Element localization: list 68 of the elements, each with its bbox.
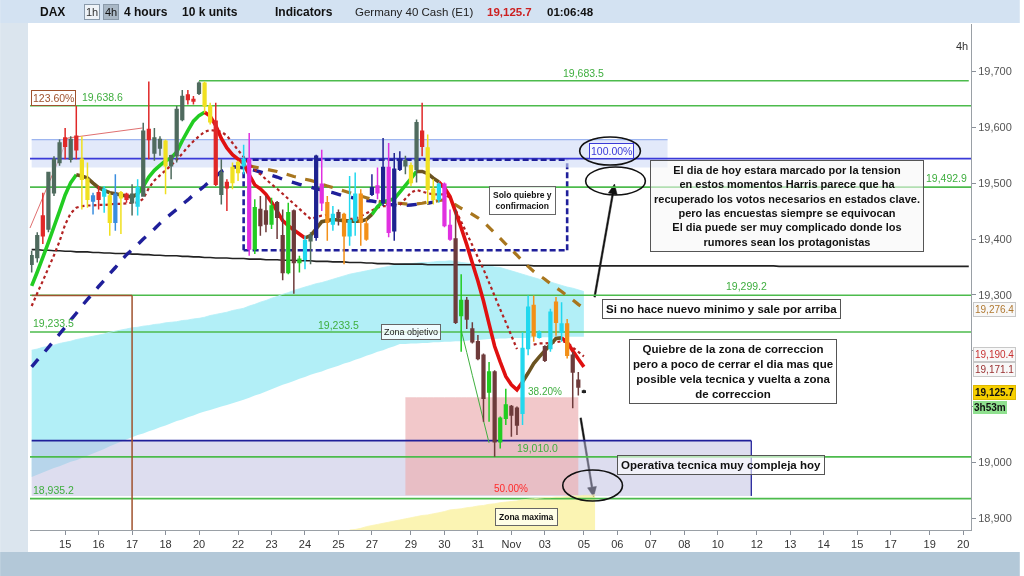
y-tick-label: 19,700: [978, 65, 1012, 78]
text: Germany 40 Cash (E1): [355, 6, 474, 18]
text: 3h53m: [974, 402, 1006, 413]
x-tick-label: 05: [577, 538, 591, 551]
annotation: 19,233.5: [33, 317, 75, 329]
y-tick-label: 19,400: [978, 232, 1012, 245]
text: 19,190.4: [975, 349, 1015, 360]
annotation: Operativa tecnica muy compleja hoy: [621, 459, 822, 471]
x-tick-label: 25: [332, 538, 345, 551]
annotation: 123.60%: [33, 92, 75, 104]
annotation: 100.00%: [591, 145, 633, 157]
x-tick-label: 30: [438, 538, 451, 551]
text: 1h: [86, 6, 99, 18]
x-tick-label: 14: [817, 538, 830, 551]
x-tick-label: 20: [192, 538, 206, 551]
x-tick-label: 08: [678, 538, 691, 551]
text: 19,125.7: [975, 387, 1015, 398]
annotation: Solo quiebre y confirmacion: [493, 190, 552, 212]
x-tick-label: 06: [611, 538, 624, 551]
x-tick-label: 31: [471, 538, 485, 551]
y-tick-label: 19,000: [978, 456, 1012, 469]
x-tick-label: 23: [265, 538, 278, 551]
ref-line-label: 19,299.2: [726, 280, 768, 292]
y-tick-label: 19,500: [978, 177, 1012, 190]
annotation: Zona objetivo: [384, 327, 439, 337]
x-tick-label: 13: [784, 538, 797, 551]
ref-line-label: 19,233.5: [318, 319, 360, 331]
x-tick-label: 22: [231, 538, 245, 551]
y-tick-label: 19,600: [978, 121, 1012, 134]
y-tick-label: 18,900: [978, 512, 1012, 525]
text: 10 k units: [182, 5, 238, 19]
text: 4 hours: [124, 5, 168, 19]
text: 4h: [105, 6, 118, 18]
x-tick-label: 19: [923, 538, 936, 551]
x-tick-label: 07: [644, 538, 657, 551]
x-tick-label: 15: [59, 538, 72, 551]
annotation: 38.20%: [528, 386, 563, 397]
annotation: Zona maxima: [499, 512, 554, 522]
text: 19,276.4: [975, 304, 1015, 315]
annotation: 50.00%: [494, 483, 529, 494]
x-tick-label: 15: [851, 538, 864, 551]
annotation: Quiebre de la zona de correccion pero a poco de cerrar el dia mas que posible vela tecnica y vuelta a zona de correccion: [633, 343, 834, 400]
annotation: El dia de hoy estara marcado por la tension en estos momentos Harris parece que ha recuperado los votos necesarios en estados clave. pero las encuestas siempre se equivocan El dia puede ser muy complicado donde los rumores sean los protagonistas: [654, 164, 920, 248]
x-tick-label: 24: [298, 538, 312, 551]
annotation: 19,683.5: [563, 67, 605, 79]
text: 01:06:48: [547, 6, 594, 18]
x-tick-label: 29: [404, 538, 418, 551]
text: Indicators: [275, 5, 333, 19]
x-tick-label: 12: [750, 538, 763, 551]
x-tick-label: 03: [538, 538, 551, 551]
text: 19,171.1: [975, 364, 1015, 375]
x-tick-label: 17: [884, 538, 897, 551]
x-tick-label: Nov: [501, 538, 522, 551]
ref-line-label: 19,010.0: [517, 442, 559, 454]
ref-line-label: 19,638.6: [82, 91, 124, 103]
ref-line-label: 18,935.2: [33, 484, 75, 496]
x-tick-label: 27: [365, 538, 379, 551]
x-tick-label: 20: [957, 538, 970, 551]
x-tick-label: 10: [711, 538, 724, 551]
annotation: 4h: [956, 40, 969, 52]
text: 19,125.7: [487, 6, 532, 18]
y-tick-label: 19,300: [978, 288, 1012, 301]
annotation: Si no hace nuevo minimo y sale por arriba: [606, 303, 838, 315]
x-tick-label: 17: [125, 538, 139, 551]
ref-line-label: 19,492.9: [926, 172, 968, 184]
text: DAX: [40, 5, 66, 19]
x-tick-label: 16: [92, 538, 105, 551]
x-tick-label: 18: [159, 538, 172, 551]
